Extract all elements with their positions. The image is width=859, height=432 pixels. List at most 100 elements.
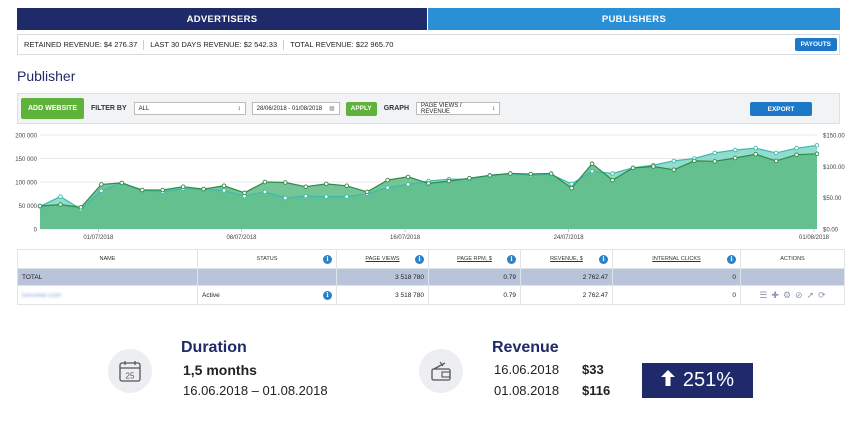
series-2-point <box>364 189 370 195</box>
series-2-point <box>589 161 595 166</box>
col-internal-clicks[interactable]: INTERNAL CLICKS i <box>612 249 741 269</box>
last-30-days-revenue: LAST 30 DAYS REVENUE: $2 542.33 <box>144 39 285 50</box>
revenue-start-date: 16.06.2018 <box>494 362 560 377</box>
x-tick-label: 01/07/2018 <box>83 235 114 241</box>
row-page-views: 3 518 780 <box>336 285 429 305</box>
series-2-point <box>426 181 431 186</box>
revenue-end-date: 01.08.2018 <box>494 383 560 398</box>
series-1-point <box>732 147 738 153</box>
website-name[interactable]: lumumer.com <box>17 285 198 305</box>
series-2-point <box>283 180 288 185</box>
series-2-point <box>508 171 513 176</box>
graph-select-value: PAGE VIEWS / REVENUE <box>421 102 462 115</box>
left-tick-label: 200 000 <box>15 134 37 140</box>
series-2-point <box>160 187 165 193</box>
date-range-input[interactable]: 28/06/2018 - 01/08/2018 ▦ <box>251 102 340 115</box>
series-2-point <box>58 202 63 207</box>
series-2-point <box>651 164 656 169</box>
add-website-button[interactable]: ADD WEBSITE <box>21 98 84 119</box>
total-status <box>197 268 337 286</box>
total-label: TOTAL <box>17 268 198 286</box>
graph-label: GRAPH <box>383 105 410 112</box>
filter-select[interactable]: ALL ↕ <box>133 102 246 115</box>
series-2-point <box>773 158 779 164</box>
series-2-point <box>692 158 697 164</box>
arrow-up-icon <box>660 369 675 392</box>
filter-toolbar: ADD WEBSITE FILTER BY ALL ↕ 28/06/2018 -… <box>17 93 840 124</box>
series-2-point <box>78 205 84 210</box>
info-icon[interactable]: i <box>323 291 332 300</box>
apply-button[interactable]: APPLY <box>345 101 377 116</box>
series-2-points <box>37 151 820 210</box>
duration-value: 1,5 months <box>183 362 257 378</box>
website-name-link[interactable]: lumumer.com <box>22 291 62 299</box>
series-1-point <box>58 194 63 199</box>
total-actions <box>740 268 845 286</box>
right-tick-label: $100.00 <box>823 165 845 171</box>
series-2-point <box>37 203 43 209</box>
retained-revenue: RETAINED REVENUE: $4 276.37 <box>18 39 145 50</box>
left-axis-ticks: 0 50 000 100 000 150 000 200 000 <box>15 134 37 234</box>
total-rpm: 0.79 <box>428 268 521 286</box>
info-icon[interactable]: i <box>599 255 608 264</box>
series-1-point <box>753 145 758 151</box>
tab-publishers[interactable]: PUBLISHERS <box>428 8 840 30</box>
revenue-change-value: 251% <box>682 369 735 391</box>
col-page-rpm[interactable]: PAGE RPM, $ i <box>428 249 521 269</box>
export-button[interactable]: EXPORT <box>750 102 812 116</box>
col-status[interactable]: STATUS i <box>197 249 337 269</box>
table-row: lumumer.com Active i 3 518 780 0.79 2 762… <box>17 285 845 305</box>
col-page-views[interactable]: PAGE VIEWS i <box>336 249 429 269</box>
series-2-area <box>40 153 817 229</box>
calendar-icon[interactable]: ▦ <box>328 106 335 112</box>
info-icon[interactable]: i <box>323 255 332 264</box>
revenue-start-amount: $33 <box>582 362 604 377</box>
series-1-point <box>773 150 779 156</box>
series-2-point <box>99 182 104 187</box>
total-revenue-cell: 2 762.47 <box>520 268 613 286</box>
series-2-point <box>385 177 390 183</box>
series-2-point <box>221 183 227 189</box>
duration-range: 16.06.2018 – 01.08.2018 <box>183 383 328 398</box>
series-1-point <box>262 189 268 195</box>
col-name[interactable]: NAME <box>17 249 198 269</box>
tab-advertisers[interactable]: ADVERTISERS <box>17 8 427 30</box>
left-tick-label: 50 000 <box>19 204 38 210</box>
add-icon[interactable]: ✚ <box>771 289 779 300</box>
row-actions: ☰ ✚ ⚙ ⊘ ➚ ⟳ <box>740 285 845 305</box>
block-icon[interactable]: ⊘ <box>795 289 803 300</box>
x-tick-label: 08/07/2018 <box>226 235 257 241</box>
series-1-point <box>794 145 799 151</box>
total-revenue: TOTAL REVENUE: $22 965.70 <box>290 39 394 49</box>
table-total-row: TOTAL 3 518 780 0.79 2 762.47 0 <box>17 268 845 286</box>
col-revenue[interactable]: REVENUE, $ i <box>520 249 613 269</box>
status-text: Active <box>202 291 220 299</box>
filter-select-value: ALL <box>138 105 150 112</box>
left-tick-label: 0 <box>34 228 38 234</box>
series-2-point <box>262 179 268 185</box>
duration-title: Duration <box>181 339 247 356</box>
series-2-point <box>467 175 472 181</box>
info-icon[interactable]: i <box>507 255 516 264</box>
list-icon[interactable]: ☰ <box>759 289 768 300</box>
info-icon[interactable]: i <box>415 255 424 264</box>
graph-select[interactable]: PAGE VIEWS / REVENUE ↕ <box>416 102 501 115</box>
row-revenue: 2 762.47 <box>520 285 613 305</box>
refresh-icon[interactable]: ⟳ <box>818 289 826 300</box>
right-tick-label: $50.00 <box>823 196 842 202</box>
col-page-views-label: PAGE VIEWS <box>365 256 400 262</box>
series-2-point <box>487 173 493 178</box>
trend-icon[interactable]: ➚ <box>806 289 815 300</box>
x-axis-ticks: 01/07/2018 08/07/2018 16/07/2018 24/07/2018… <box>83 229 830 241</box>
payouts-button[interactable]: PAYOUTS <box>794 38 837 51</box>
total-clicks: 0 <box>612 268 741 286</box>
series-1-point <box>324 194 329 199</box>
revenue-end-amount: $116 <box>582 383 611 398</box>
series-2-point <box>201 186 206 192</box>
info-icon[interactable]: i <box>727 255 736 264</box>
series-1-point <box>814 143 820 148</box>
col-revenue-label: REVENUE, $ <box>550 256 583 262</box>
series-1-point <box>385 185 390 190</box>
gear-icon[interactable]: ⚙ <box>782 289 792 300</box>
series-2-point <box>712 159 718 164</box>
